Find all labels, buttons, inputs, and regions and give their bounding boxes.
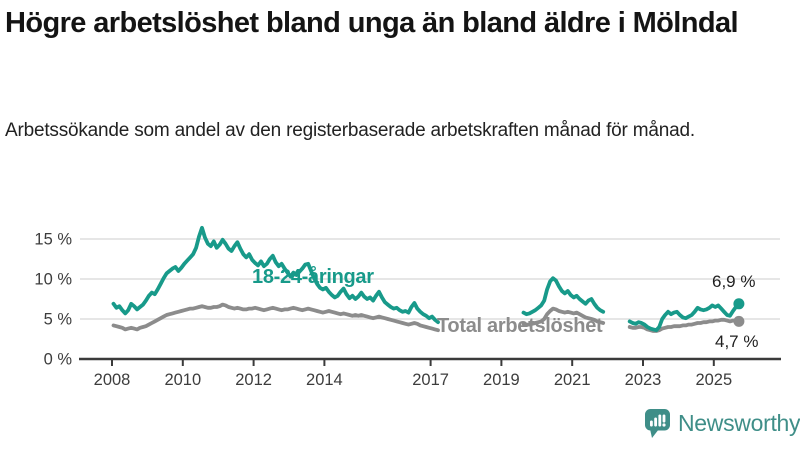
svg-text:10 %: 10 % <box>34 271 72 289</box>
chart-subtitle: Arbetssökande som andel av den registerb… <box>5 120 695 141</box>
page-title: Högre arbetslöshet bland unga än bland ä… <box>5 7 739 39</box>
svg-text:2014: 2014 <box>306 371 343 389</box>
newsworthy-bubble-icon <box>645 409 670 438</box>
series-label-young: 18-24-åringar <box>252 266 374 288</box>
newsworthy-logo-text: Newsworthy <box>678 410 800 436</box>
svg-text:2023: 2023 <box>625 371 662 389</box>
series-label-total: Total arbetslöshet <box>437 315 603 337</box>
svg-text:2008: 2008 <box>94 371 131 389</box>
svg-text:5 %: 5 % <box>44 311 73 329</box>
svg-text:2012: 2012 <box>235 371 272 389</box>
newsworthy-logo[interactable]: Newsworthy <box>644 408 800 439</box>
svg-text:2019: 2019 <box>483 371 520 389</box>
svg-text:2025: 2025 <box>695 371 732 389</box>
svg-text:2010: 2010 <box>164 371 201 389</box>
svg-text:15 %: 15 % <box>34 231 72 249</box>
end-value-total: 4,7 % <box>715 332 759 351</box>
svg-text:2021: 2021 <box>554 371 591 389</box>
svg-text:2017: 2017 <box>412 371 449 389</box>
end-value-young: 6,9 % <box>712 272 756 291</box>
svg-text:0 %: 0 % <box>44 351 73 369</box>
